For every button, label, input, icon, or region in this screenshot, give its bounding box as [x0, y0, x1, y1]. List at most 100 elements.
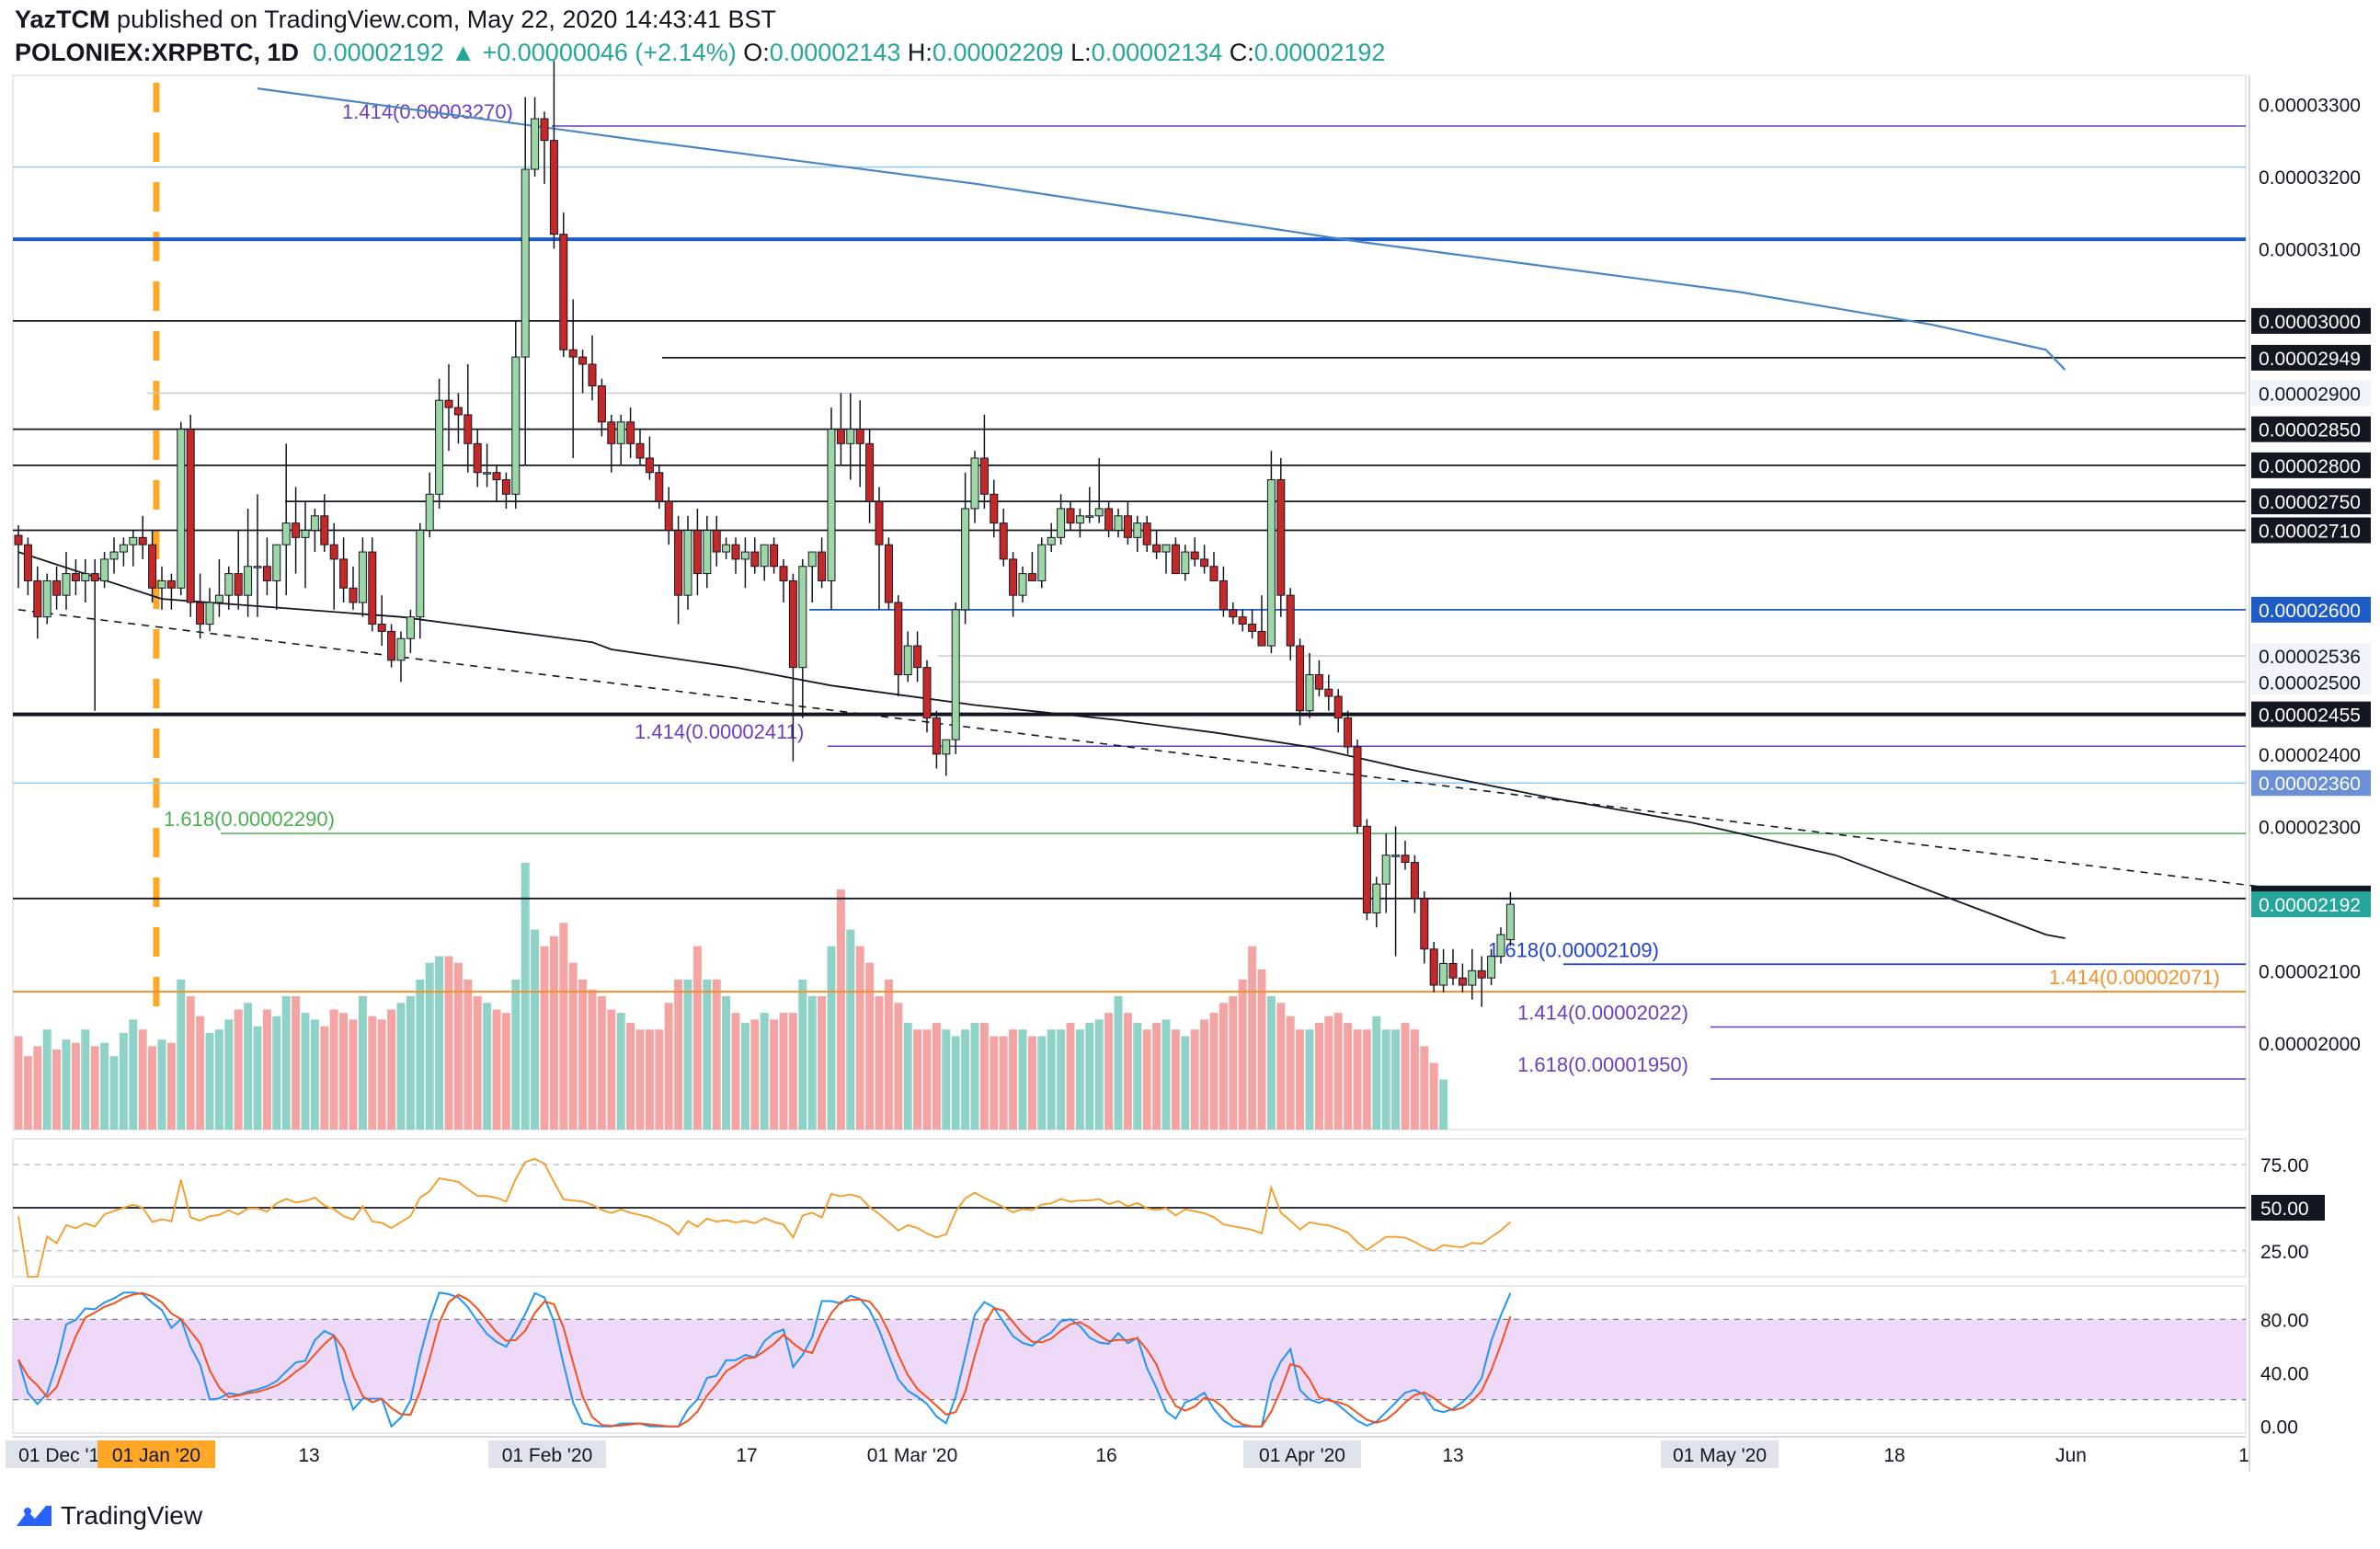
candle-body: [377, 624, 386, 632]
candle-body: [559, 234, 568, 350]
volume-bar: [1248, 946, 1257, 1130]
volume-bar: [1324, 1015, 1333, 1130]
candle-body: [1009, 558, 1018, 596]
volume-bar: [234, 1009, 243, 1130]
candle-body: [645, 457, 654, 474]
volume-bar: [1114, 996, 1123, 1130]
volume-bar: [894, 1003, 903, 1130]
level-axis-box: [2251, 344, 2371, 371]
candle-body: [770, 544, 779, 568]
volume-bar: [884, 979, 893, 1130]
volume-bar: [979, 1023, 989, 1130]
candle-body: [1324, 688, 1333, 697]
candle-body: [1372, 883, 1381, 914]
candle-body: [588, 363, 597, 387]
price-axis-label: 0.00003300: [2259, 95, 2361, 116]
candle-body: [52, 579, 62, 596]
volume-bar: [1410, 1029, 1419, 1130]
symbol-label[interactable]: POLONIEX:XRPBTC, 1D: [15, 39, 300, 66]
price-axis-label: 0.00003200: [2259, 167, 2361, 189]
close-value: 0.00002192: [1253, 39, 1386, 66]
candle-body: [205, 602, 214, 625]
candle-body: [1439, 962, 1448, 986]
volume-bar: [1362, 1029, 1371, 1130]
volume-bar: [922, 1029, 932, 1130]
volume-bar: [138, 1029, 147, 1130]
candle-body: [416, 530, 425, 618]
candle-body: [1276, 479, 1286, 596]
level-axis-box: [2251, 452, 2371, 478]
candle-body: [473, 442, 482, 474]
time-axis-label: Jun: [2055, 1445, 2087, 1466]
price-axis-label: 0.00002400: [2259, 745, 2361, 766]
candle-body: [1362, 825, 1371, 914]
candle-body: [1238, 616, 1247, 625]
level-axis-box: [2251, 596, 2371, 623]
candle-body: [14, 534, 23, 545]
candle-body: [1229, 609, 1238, 618]
candle-body: [329, 544, 338, 560]
volume-bar: [1190, 1029, 1199, 1130]
candle-body: [807, 551, 817, 568]
candle-body: [90, 573, 99, 581]
tradingview-logo-icon[interactable]: [15, 1502, 53, 1530]
volume-bar: [913, 1029, 922, 1130]
candle-body: [635, 442, 645, 459]
candle-body: [531, 118, 540, 170]
volume-bar: [281, 996, 291, 1130]
candle-body: [626, 421, 635, 444]
volume-bar: [205, 1032, 214, 1130]
volume-bar: [320, 1026, 329, 1130]
candle-body: [1018, 573, 1027, 596]
candle-body: [1094, 508, 1104, 517]
candle-body: [33, 579, 42, 618]
time-axis-box: [488, 1440, 606, 1468]
candle-body: [196, 602, 205, 625]
candle-body: [1181, 551, 1190, 575]
volume-bar: [798, 979, 807, 1130]
volume-bar: [588, 989, 597, 1130]
fib-label-2109: 1.618(0.00002109): [1488, 938, 1659, 961]
volume-bar: [425, 962, 434, 1130]
candle-body: [492, 472, 501, 481]
volume-bar: [52, 1050, 62, 1130]
candle-body: [1171, 544, 1180, 575]
price-axis-label: 0.00002800: [2259, 456, 2361, 477]
candle-body: [23, 544, 32, 581]
volume-bar: [1219, 1003, 1228, 1130]
volume-bar: [1094, 1019, 1104, 1130]
level-axis-box: [2251, 488, 2371, 515]
candle-body: [358, 551, 367, 603]
volume-bar: [511, 979, 521, 1130]
volume-bar: [406, 996, 415, 1130]
candle-body: [1333, 695, 1343, 719]
candle-body: [435, 399, 444, 495]
price-axis-label: 0.00002710: [2259, 522, 2361, 543]
time-axis-label: 1: [2238, 1445, 2249, 1466]
candle-body: [875, 500, 884, 545]
candle-body: [932, 717, 941, 755]
price-axis-label: 0.00002500: [2259, 672, 2361, 694]
candle-body: [186, 429, 195, 603]
volume-bar: [770, 1019, 779, 1130]
candle-body: [597, 385, 606, 423]
tradingview-brand[interactable]: TradingView: [61, 1501, 203, 1530]
volume-bar: [722, 996, 731, 1130]
time-axis-box: [97, 1440, 215, 1468]
volume-bar: [692, 946, 702, 1130]
candle-body: [224, 573, 234, 596]
volume-bar: [310, 1019, 319, 1130]
candle-body: [1123, 515, 1132, 538]
volume-bar: [81, 1029, 90, 1130]
volume-bar: [109, 1056, 119, 1130]
price-axis-label: 0.00002455: [2259, 706, 2361, 727]
candle-body: [1477, 970, 1486, 979]
volume-bar: [1276, 1003, 1286, 1130]
candle-body: [387, 630, 396, 661]
ohlc-legend: POLONIEX:XRPBTC, 1D 0.00002192 ▲ +0.0000…: [15, 39, 1385, 67]
volume-bar: [1066, 1023, 1075, 1130]
author-name[interactable]: YazTCM: [15, 6, 110, 33]
candle-body: [865, 442, 875, 502]
candle-body: [109, 551, 119, 560]
